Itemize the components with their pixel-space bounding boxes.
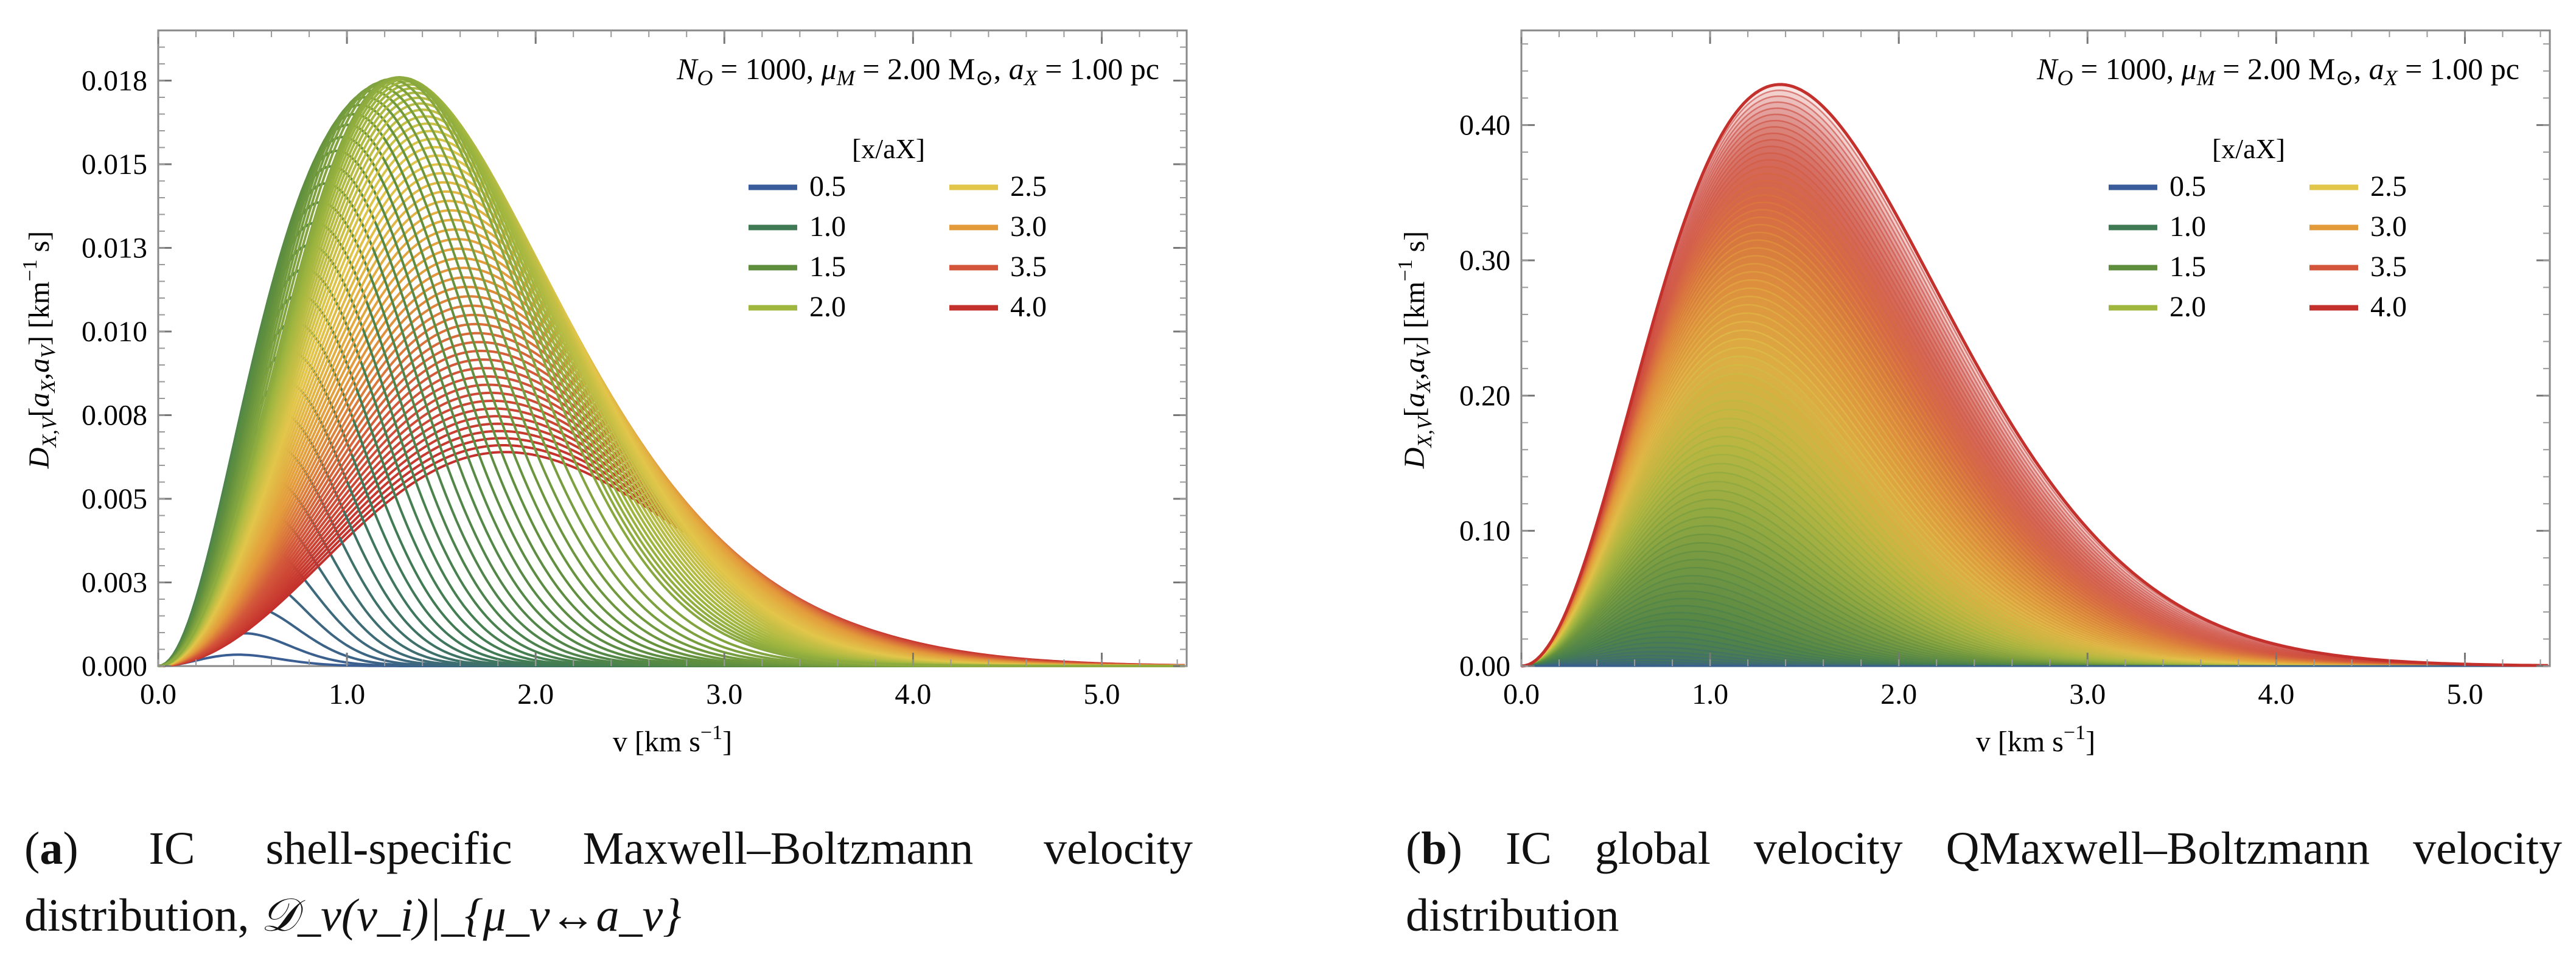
caption-b: (b) IC global velocity QMaxwell–Boltzman… (1406, 823, 2562, 941)
caption-a-label: a (40, 823, 63, 874)
chart-b-xlabel: v [km s−1] (1976, 721, 2095, 758)
y-tick-label: 0.015 (82, 148, 147, 181)
legend-label: 0.5 (2169, 170, 2206, 203)
chart-b-plot-area: 0.0 1.0 2.0 3.0 4.0 5.0 0.00 0.10 0.20 0.30 0.40 (1459, 29, 2551, 710)
chart-a-annotation: NO = 1000, μM = 2.00 M⊙, aX = 1.00 pc (676, 52, 1159, 90)
y-tick-label: 0.005 (82, 483, 147, 515)
caption-a: (a) IC shell-specific Maxwell–Boltzmann … (24, 823, 1193, 941)
x-tick-label: 5.0 (2446, 678, 2483, 710)
y-tick-label: 0.40 (1459, 109, 1510, 142)
x-tick-label: 0.0 (140, 678, 176, 710)
y-tick-label: 0.003 (82, 567, 147, 599)
legend-label: 1.0 (809, 210, 846, 243)
y-tick-label: 0.00 (1459, 650, 1510, 682)
legend-title: [x/aX] (2212, 133, 2285, 164)
chart-a: 0.0 1.0 2.0 3.0 4.0 5.0 0.000 0.003 0.005 0.008 0.… (19, 29, 1188, 758)
x-tick-label: 2.0 (517, 678, 554, 710)
x-tick-label: 1.0 (329, 678, 365, 710)
chart-a-xlabel: v [km s−1] (613, 721, 732, 758)
chart-a-ticks: 0.0 1.0 2.0 3.0 4.0 5.0 0.000 0.003 0.005 0.008 0.… (82, 30, 1187, 710)
legend-label: 4.0 (1010, 291, 1047, 323)
y-tick-label: 0.018 (82, 65, 147, 97)
y-tick-label: 0.008 (82, 400, 147, 432)
y-tick-label: 0.013 (82, 232, 147, 265)
chart-b-legend: [x/aX]0.5 1.0 1.5 2.0 2.5 3.0 3.5 4.0 (2109, 133, 2407, 323)
legend-label: 3.0 (2370, 210, 2407, 243)
caption-a-math: 𝒟_v(v_i)|_{μ_v↔a_v} (260, 890, 682, 941)
legend-label: 3.0 (1010, 210, 1047, 243)
legend-label: 3.5 (2370, 251, 2407, 283)
y-tick-label: 0.010 (82, 316, 147, 348)
chart-a-plot-area: 0.0 1.0 2.0 3.0 4.0 5.0 0.000 0.003 0.005 0.008 0.… (82, 29, 1188, 710)
y-tick-label: 0.10 (1459, 515, 1510, 547)
legend-title: [x/aX] (852, 133, 925, 164)
x-tick-label: 2.0 (1880, 678, 1917, 710)
total-curve (1521, 83, 2548, 668)
legend-label: 2.5 (1010, 170, 1047, 203)
legend-label: 3.5 (1010, 251, 1047, 283)
caption-a-text: IC shell-specific Maxwell–Boltzmann velo… (24, 823, 1193, 941)
x-tick-label: 3.0 (2069, 678, 2106, 710)
y-tick-label: 0.20 (1459, 380, 1510, 412)
x-tick-label: 5.0 (1083, 678, 1120, 710)
caption-b-label: b (1421, 823, 1447, 874)
legend-label: 2.0 (2169, 291, 2206, 323)
chart-b-annotation: NO = 1000, μM = 2.00 M⊙, aX = 1.00 pc (2036, 52, 2519, 90)
x-tick-label: 3.0 (706, 678, 742, 710)
x-tick-label: 4.0 (895, 678, 931, 710)
legend-label: 1.0 (2169, 210, 2206, 243)
cumulative-layer (1521, 664, 2548, 667)
chart-a-ylabel: DX,V[aX,aV] [km−1 s] (19, 231, 61, 469)
x-tick-label: 0.0 (1503, 678, 1540, 710)
legend-label: 4.0 (2370, 291, 2407, 323)
chart-b-curves (1521, 83, 2549, 668)
legend-label: 2.0 (809, 291, 846, 323)
x-tick-label: 1.0 (1692, 678, 1728, 710)
y-tick-label: 0.000 (82, 650, 147, 682)
legend-label: 2.5 (2370, 170, 2407, 203)
legend-label: 1.5 (809, 251, 846, 283)
legend-label: 1.5 (2169, 251, 2206, 283)
x-tick-label: 4.0 (2258, 678, 2294, 710)
shell-curve (158, 75, 1185, 667)
chart-b-ylabel: DX,V[aX,aV] [km−1 s] (1394, 231, 1436, 469)
chart-a-legend: [x/aX]0.5 1.0 1.5 2.0 2.5 3.0 3.5 4.0 (749, 133, 1047, 323)
legend-label: 0.5 (809, 170, 846, 203)
caption-b-text: IC global velocity QMaxwell–Boltzmann ve… (1406, 823, 2562, 941)
chart-b-ticks: 0.0 1.0 2.0 3.0 4.0 5.0 0.00 0.10 0.20 0.30 0.40 (1459, 30, 2550, 710)
chart-b: 0.0 1.0 2.0 3.0 4.0 5.0 0.00 0.10 0.20 0.30 0.40 N… (1394, 29, 2551, 758)
chart-a-curves (158, 75, 1185, 667)
y-tick-label: 0.30 (1459, 245, 1510, 277)
